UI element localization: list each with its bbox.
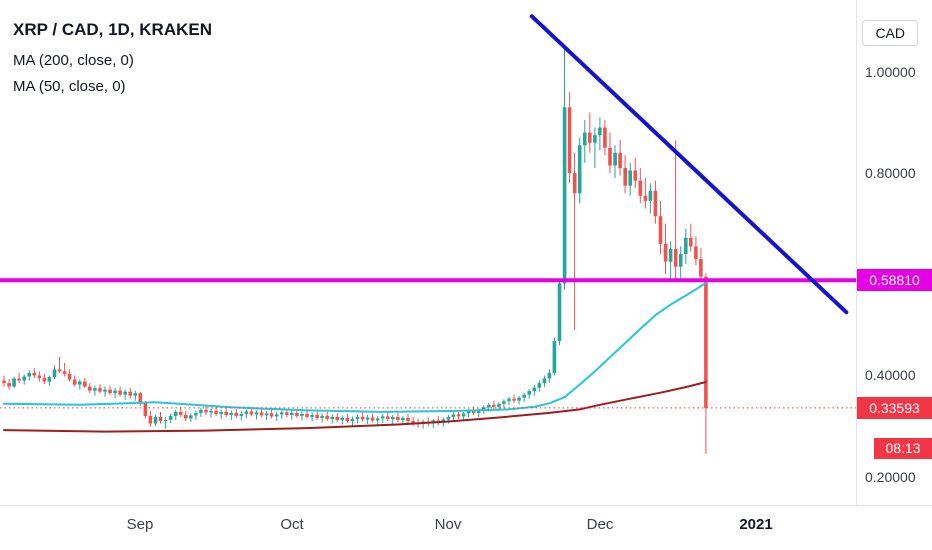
time-axis[interactable]: Sep Oct Nov Dec 2021 <box>0 505 932 550</box>
time-tick-label-oct: Oct <box>280 516 304 533</box>
bar-countdown-badge: 08:13 <box>874 437 932 459</box>
symbol-title[interactable]: XRP / CAD, 1D, KRAKEN <box>13 20 212 39</box>
ma-200-line[interactable] <box>3 381 707 433</box>
indicator-ma200-label[interactable]: MA (200, close, 0) <box>13 52 134 69</box>
time-tick-label-2021: 2021 <box>739 516 773 533</box>
price-axis[interactable]: 1.00000 0.80000 0.40000 0.20000 0.58810 0.335… <box>856 0 932 505</box>
currency-button[interactable]: CAD <box>862 20 918 46</box>
price-tick-label: 0.20000 <box>865 468 916 485</box>
price-tick-label: 0.40000 <box>865 367 916 384</box>
last-price-line-price-badge: 0.33593 <box>857 396 932 419</box>
price-tick-label: 1.00000 <box>865 63 916 80</box>
trendline[interactable] <box>529 14 849 315</box>
resistance-line-price-badge: 0.58810 <box>857 269 932 292</box>
indicator-ma50-label[interactable]: MA (50, close, 0) <box>13 78 126 95</box>
time-tick-label-sep: Sep <box>126 516 154 533</box>
candlestick-series <box>2 46 708 454</box>
chart-legend: XRP / CAD, 1D, KRAKEN MA (200, close, 0)… <box>13 20 212 95</box>
price-tick-label: 0.80000 <box>865 165 916 182</box>
time-tick-label-dec: Dec <box>586 516 614 533</box>
time-tick-label-nov: Nov <box>434 516 462 533</box>
